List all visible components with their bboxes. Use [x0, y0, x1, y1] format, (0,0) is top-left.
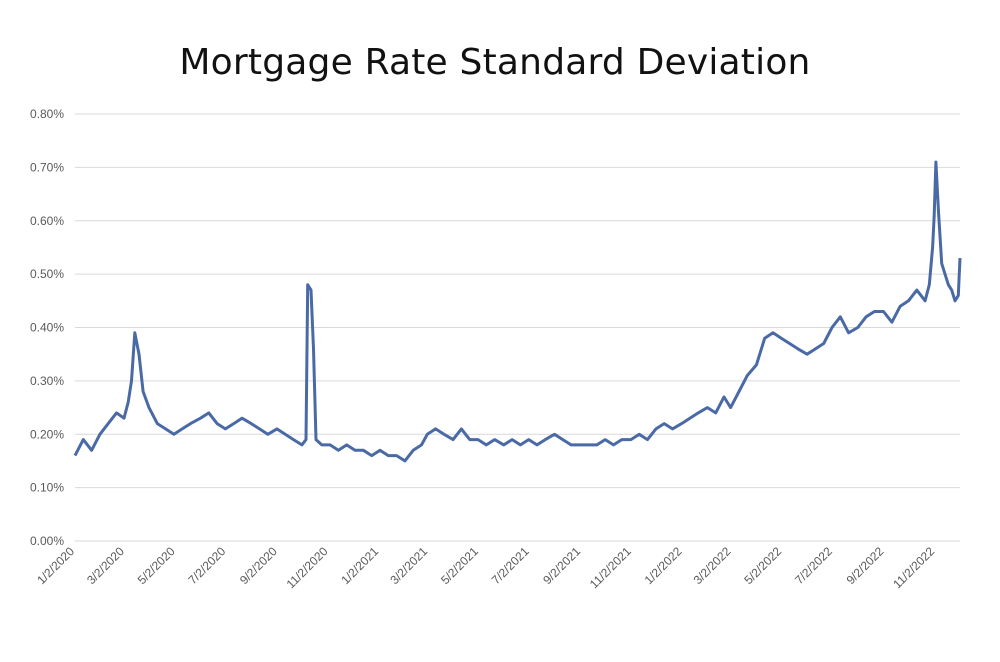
- y-tick-label: 0.00%: [30, 534, 64, 548]
- x-tick-label: 5/2/2022: [741, 544, 784, 587]
- gridlines: [75, 113, 960, 542]
- x-tick-label: 1/2/2020: [34, 544, 77, 587]
- x-tick-label: 3/2/2020: [84, 544, 127, 587]
- x-tick-label: 9/2/2020: [237, 544, 280, 587]
- x-tick-label: 7/2/2021: [489, 544, 532, 587]
- y-tick-label: 0.70%: [30, 160, 64, 174]
- series-line: [73, 160, 962, 463]
- x-tick-label: 11/2/2021: [587, 544, 634, 591]
- x-tick-label: 11/2/2022: [890, 544, 937, 591]
- x-axis-ticks: 1/2/2020 3/2/2020 5/2/2020 7/2/2020 9/2/2020…: [34, 544, 937, 591]
- y-tick-label: 0.80%: [30, 107, 64, 121]
- x-tick-label: 11/2/2020: [284, 544, 331, 591]
- x-tick-label: 3/2/2021: [387, 544, 430, 587]
- x-tick-label: 1/2/2021: [338, 544, 381, 587]
- y-tick-label: 0.30%: [30, 374, 64, 388]
- x-tick-label: 5/2/2021: [438, 544, 481, 587]
- y-tick-label: 0.40%: [30, 321, 64, 335]
- x-tick-label: 3/2/2022: [691, 544, 734, 587]
- x-tick-label: 9/2/2021: [540, 544, 583, 587]
- x-tick-label: 5/2/2020: [135, 544, 178, 587]
- x-tick-label: 7/2/2022: [792, 544, 835, 587]
- x-tick-label: 1/2/2022: [642, 544, 685, 587]
- x-tick-label: 7/2/2020: [185, 544, 228, 587]
- y-tick-label: 0.20%: [30, 427, 64, 441]
- y-tick-label: 0.10%: [30, 481, 64, 495]
- y-tick-label: 0.50%: [30, 267, 64, 281]
- y-axis-ticks: 0.00% 0.10% 0.20% 0.30% 0.40% 0.50% 0.60% 0.70%…: [30, 107, 64, 548]
- chart-title: Mortgage Rate Standard Deviation: [179, 42, 811, 83]
- y-tick-label: 0.60%: [30, 214, 64, 228]
- x-tick-label: 9/2/2022: [844, 544, 887, 587]
- series-layer: [73, 160, 962, 463]
